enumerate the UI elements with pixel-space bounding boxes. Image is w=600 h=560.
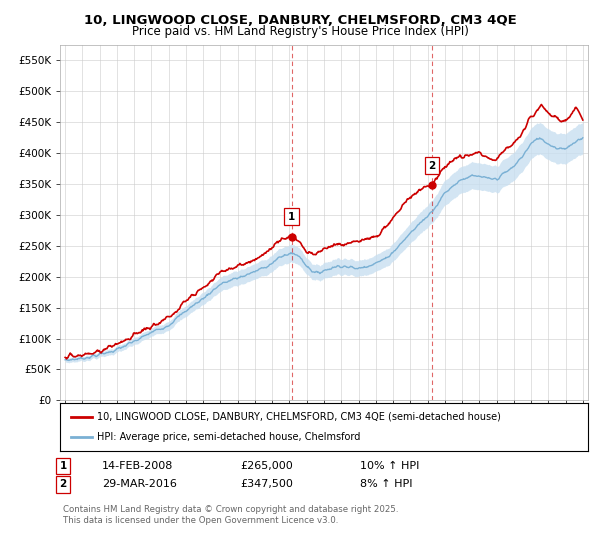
Text: £347,500: £347,500 (240, 479, 293, 489)
Text: 14-FEB-2008: 14-FEB-2008 (102, 461, 173, 471)
Text: Contains HM Land Registry data © Crown copyright and database right 2025.
This d: Contains HM Land Registry data © Crown c… (63, 505, 398, 525)
Text: 1: 1 (59, 461, 67, 471)
Text: 2: 2 (428, 161, 436, 171)
Text: 10, LINGWOOD CLOSE, DANBURY, CHELMSFORD, CM3 4QE: 10, LINGWOOD CLOSE, DANBURY, CHELMSFORD,… (83, 14, 517, 27)
Text: Price paid vs. HM Land Registry's House Price Index (HPI): Price paid vs. HM Land Registry's House … (131, 25, 469, 38)
Text: £265,000: £265,000 (240, 461, 293, 471)
Text: 10, LINGWOOD CLOSE, DANBURY, CHELMSFORD, CM3 4QE (semi-detached house): 10, LINGWOOD CLOSE, DANBURY, CHELMSFORD,… (97, 412, 501, 422)
Text: 29-MAR-2016: 29-MAR-2016 (102, 479, 177, 489)
Text: 1: 1 (288, 212, 295, 222)
Text: 8% ↑ HPI: 8% ↑ HPI (360, 479, 413, 489)
Text: 10% ↑ HPI: 10% ↑ HPI (360, 461, 419, 471)
Text: 2: 2 (59, 479, 67, 489)
Text: HPI: Average price, semi-detached house, Chelmsford: HPI: Average price, semi-detached house,… (97, 432, 361, 442)
